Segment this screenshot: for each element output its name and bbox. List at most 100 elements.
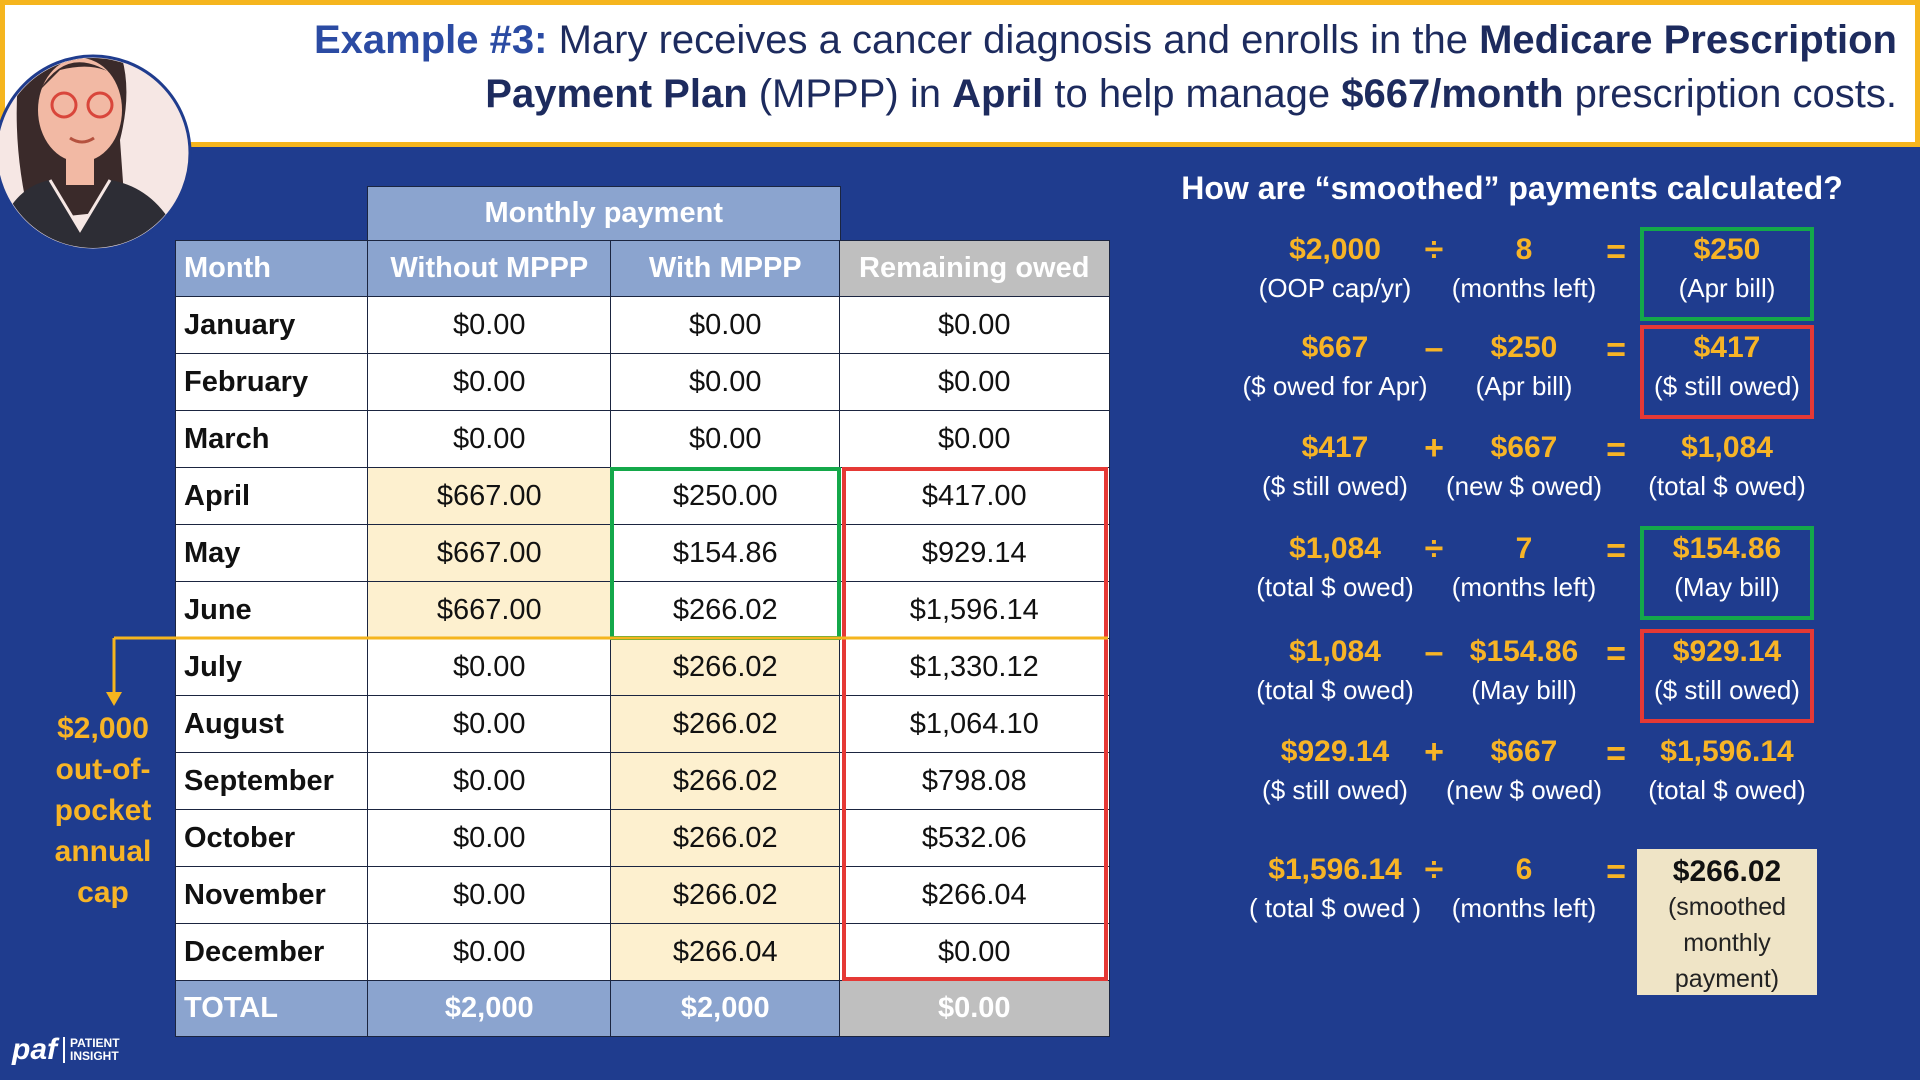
operand-value: $154.86 <box>1469 635 1579 668</box>
side-note-line: pocket <box>54 794 152 827</box>
logo-mark: paf <box>12 1033 57 1066</box>
table-cell: December <box>175 923 369 982</box>
header-label: Example #3: <box>314 18 548 62</box>
table-cell: $0.00 <box>367 866 612 925</box>
table-cell: $266.02 <box>610 866 841 925</box>
side-note-line: cap <box>77 876 129 909</box>
logo-line: PATIENT <box>70 1036 120 1050</box>
operand-label: (OOP cap/yr) <box>1258 273 1412 303</box>
operand-label: (months left) <box>1451 893 1597 923</box>
result-label: (May bill) <box>1674 572 1780 602</box>
equals: = <box>1606 331 1626 369</box>
table-cell: $266.02 <box>610 581 841 640</box>
table-cell: $667.00 <box>367 581 612 640</box>
result-value: $1,084 <box>1681 431 1773 464</box>
operand-label: (months left) <box>1451 572 1597 602</box>
equals: = <box>1606 635 1626 673</box>
table-cell: $266.02 <box>610 695 841 754</box>
table-cell: $667.00 <box>367 524 612 583</box>
table-cell: $0.00 <box>367 809 612 868</box>
operator: + <box>1424 733 1444 771</box>
table-cell: January <box>175 296 369 355</box>
header-run: Mary receives a cancer diagnosis and enr… <box>547 18 1480 62</box>
table-cell: $266.04 <box>839 866 1110 925</box>
operand-value: $1,596.14 <box>1268 853 1402 886</box>
table-cell: November <box>175 866 369 925</box>
header-run: Medicare Prescription Payment Plan <box>485 18 1897 116</box>
table-cell: $1,330.12 <box>839 638 1110 697</box>
table-cell: Remaining owed <box>839 240 1110 298</box>
table-cell: With MPPP <box>610 240 841 298</box>
operand-label: (Apr bill) <box>1475 371 1573 401</box>
operand-value: $1,084 <box>1289 635 1381 668</box>
table-cell: $0.00 <box>610 410 841 469</box>
table-cell: $0.00 <box>367 752 612 811</box>
equals: = <box>1606 431 1626 469</box>
header-run: (MPPP) in <box>747 72 953 116</box>
table-cell: TOTAL <box>175 980 369 1037</box>
table-cell: August <box>175 695 369 754</box>
operand-label: (total $ owed) <box>1256 675 1414 705</box>
logo: paf PATIENT INSIGHT <box>12 1030 162 1070</box>
operator: + <box>1424 429 1444 467</box>
header-run: to help manage <box>1043 72 1342 116</box>
table-cell: October <box>175 809 369 868</box>
table-cell: $266.02 <box>610 638 841 697</box>
operand-value: $2,000 <box>1289 233 1381 266</box>
table-cell: $1,064.10 <box>839 695 1110 754</box>
equals: = <box>1606 735 1626 773</box>
table-cell: $929.14 <box>839 524 1110 583</box>
operand-value: $929.14 <box>1280 735 1390 768</box>
result-value: $417 <box>1693 331 1761 364</box>
operand-value: $667 <box>1490 735 1558 768</box>
result-label: (total $ owed) <box>1648 775 1806 805</box>
equals: = <box>1606 233 1626 271</box>
operand-label: ($ owed for Apr) <box>1242 371 1428 401</box>
table-cell: $0.00 <box>367 296 612 355</box>
table-cell: $798.08 <box>839 752 1110 811</box>
header-run: prescription costs. <box>1563 72 1897 116</box>
table-cell: $0.00 <box>367 923 612 982</box>
operator: – <box>1424 633 1444 671</box>
result-value: $154.86 <box>1672 532 1782 565</box>
table-cell: $417.00 <box>839 467 1110 526</box>
result-label: (Apr bill) <box>1678 273 1776 303</box>
table-cell: $667.00 <box>367 467 612 526</box>
operand-label: ($ still owed) <box>1262 471 1408 501</box>
table-cell: $266.04 <box>610 923 841 982</box>
operand-value: $250 <box>1490 331 1558 364</box>
operand-label: (new $ owed) <box>1445 471 1603 501</box>
result-label: ($ still owed) <box>1654 371 1800 401</box>
table-cell: $0.00 <box>839 353 1110 412</box>
side-note-line: annual <box>54 835 152 868</box>
table-cell: $266.02 <box>610 752 841 811</box>
operand-label: (months left) <box>1451 273 1597 303</box>
table-cell: $0.00 <box>610 296 841 355</box>
result-label: ($ still owed) <box>1654 675 1800 705</box>
result-label: (total $ owed) <box>1648 471 1806 501</box>
operand-label: (new $ owed) <box>1445 775 1603 805</box>
avatar <box>0 54 192 252</box>
side-note-line: out-of- <box>55 753 151 786</box>
operand-value: 8 <box>1515 233 1533 266</box>
table-cell: $0.00 <box>367 353 612 412</box>
table-cell: $0.00 <box>610 353 841 412</box>
result-box: $266.02 (smoothed monthly payment) <box>1637 849 1817 995</box>
equals: = <box>1606 532 1626 570</box>
calc-title: How are “smoothed” payments calculated? <box>1181 170 1843 206</box>
side-note-line: $2,000 <box>57 712 149 745</box>
operator: ÷ <box>1424 231 1444 269</box>
equals: = <box>1606 853 1626 891</box>
operand-value: 6 <box>1515 853 1533 886</box>
table-cell: $0.00 <box>839 980 1110 1037</box>
operand-label: ($ still owed) <box>1262 775 1408 805</box>
table-cell: $532.06 <box>839 809 1110 868</box>
table-cell: June <box>175 581 369 640</box>
table-cell: Without MPPP <box>367 240 612 298</box>
operand-value: $417 <box>1301 431 1369 464</box>
result-value: $266.02 <box>1672 855 1782 888</box>
logo-line: INSIGHT <box>70 1049 119 1063</box>
table-cell: $0.00 <box>367 695 612 754</box>
operand-label: ( total $ owed ) <box>1249 893 1421 923</box>
